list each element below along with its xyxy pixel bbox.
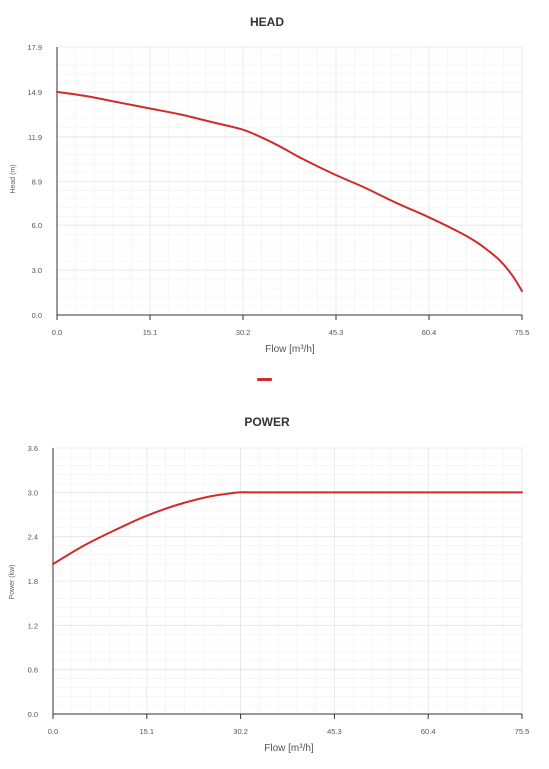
- head-x-tick-label: 30.2: [236, 328, 251, 337]
- head-data-point[interactable]: [394, 201, 398, 205]
- head-data-point[interactable]: [86, 94, 90, 98]
- head-x-axis-title: Flow [m³/h]: [265, 344, 315, 355]
- head-x-tick-label: 15.1: [143, 328, 158, 337]
- head-data-point[interactable]: [209, 120, 213, 124]
- head-y-tick-label: 14.9: [27, 88, 42, 97]
- legend[interactable]: [257, 378, 272, 381]
- head-y-tick-label: 11.9: [28, 133, 42, 142]
- head-series: [55, 90, 524, 293]
- head-data-point[interactable]: [258, 135, 262, 139]
- power-x-tick-label: 75.5: [515, 727, 530, 736]
- power-y-axis-title: Power (kw): [9, 564, 16, 599]
- head-data-point[interactable]: [486, 249, 490, 253]
- head-x-tick-label: 75.5: [515, 328, 530, 337]
- head-data-point[interactable]: [117, 100, 121, 104]
- power-x-tick-label: 45.3: [327, 727, 342, 736]
- power-y-tick-label: 3.6: [28, 444, 38, 453]
- power-data-point[interactable]: [486, 490, 490, 494]
- power-x-tick-label: 0.0: [48, 727, 58, 736]
- head-data-point[interactable]: [332, 172, 336, 176]
- power-series: [51, 490, 524, 566]
- power-data-point[interactable]: [206, 495, 210, 499]
- power-chart: POWER 0.0 15.1 30.2 45.3 60.4 75.5 0.0 0.6 1.2 1.…: [9, 415, 529, 754]
- power-chart-title: POWER: [244, 415, 290, 429]
- power-ticks: 0.0 15.1 30.2 45.3 60.4 75.5 0.0 0.6 1.2 1.8 2.4 3.…: [28, 444, 530, 736]
- power-data-point[interactable]: [250, 490, 254, 494]
- head-x-tick-label: 0.0: [52, 328, 62, 337]
- head-data-point[interactable]: [425, 214, 429, 218]
- power-x-axis-title: Flow [m³/h]: [264, 743, 314, 754]
- head-axes: [56, 47, 522, 316]
- head-data-point[interactable]: [277, 144, 281, 148]
- power-data-point[interactable]: [82, 544, 86, 548]
- power-data-point[interactable]: [51, 562, 55, 566]
- head-grid: [56, 46, 523, 316]
- power-data-point[interactable]: [424, 490, 428, 494]
- head-chart: HEAD 0.0 15.1 30.2 45.3 60.4 75.5 0.0 3.0 6.0 8.9…: [10, 15, 529, 355]
- power-data-point[interactable]: [175, 503, 179, 507]
- head-chart-title: HEAD: [250, 15, 284, 29]
- power-data-point[interactable]: [362, 490, 366, 494]
- head-y-tick-label: 8.9: [32, 178, 42, 187]
- power-grid: [52, 447, 523, 715]
- head-y-tick-label: 0.0: [32, 311, 42, 320]
- power-y-tick-label: 0.0: [28, 710, 38, 719]
- head-data-point[interactable]: [455, 229, 459, 233]
- head-data-point[interactable]: [511, 274, 515, 278]
- head-y-tick-label: 6.0: [32, 221, 42, 230]
- power-y-tick-label: 3.0: [28, 488, 38, 497]
- head-y-tick-label: 17.9: [27, 43, 42, 52]
- head-data-point[interactable]: [240, 127, 244, 131]
- head-y-axis-title: Head (m): [10, 164, 17, 193]
- head-data-point[interactable]: [474, 240, 478, 244]
- head-data-point[interactable]: [178, 112, 182, 116]
- head-data-point[interactable]: [498, 259, 502, 263]
- power-data-point[interactable]: [268, 490, 272, 494]
- head-ticks: 0.0 15.1 30.2 45.3 60.4 75.5 0.0 3.0 6.0 8.9 11.9 1…: [27, 43, 529, 337]
- power-y-tick-label: 2.4: [28, 533, 38, 542]
- head-data-point[interactable]: [520, 289, 524, 293]
- power-x-tick-label: 30.2: [233, 727, 248, 736]
- power-x-tick-label: 60.4: [421, 727, 436, 736]
- power-data-point[interactable]: [237, 490, 241, 494]
- power-data-point[interactable]: [299, 490, 303, 494]
- head-data-point[interactable]: [55, 90, 59, 94]
- legend-marker[interactable]: [257, 378, 272, 381]
- head-data-point[interactable]: [301, 157, 305, 161]
- power-data-point[interactable]: [520, 490, 524, 494]
- power-series-line[interactable]: [52, 491, 523, 566]
- head-series-line[interactable]: [56, 90, 523, 293]
- head-data-point[interactable]: [147, 106, 151, 110]
- head-x-tick-label: 60.4: [422, 328, 437, 337]
- power-y-tick-label: 1.8: [28, 577, 38, 586]
- power-y-tick-label: 1.2: [28, 621, 38, 630]
- power-y-tick-label: 0.6: [28, 666, 38, 675]
- head-y-tick-label: 3.0: [32, 266, 42, 275]
- power-data-point[interactable]: [144, 514, 148, 518]
- power-axes: [52, 448, 522, 715]
- head-x-tick-label: 45.3: [329, 328, 344, 337]
- power-x-tick-label: 15.1: [139, 727, 154, 736]
- head-data-point[interactable]: [363, 186, 367, 190]
- power-data-point[interactable]: [225, 492, 229, 496]
- power-data-point[interactable]: [113, 528, 117, 532]
